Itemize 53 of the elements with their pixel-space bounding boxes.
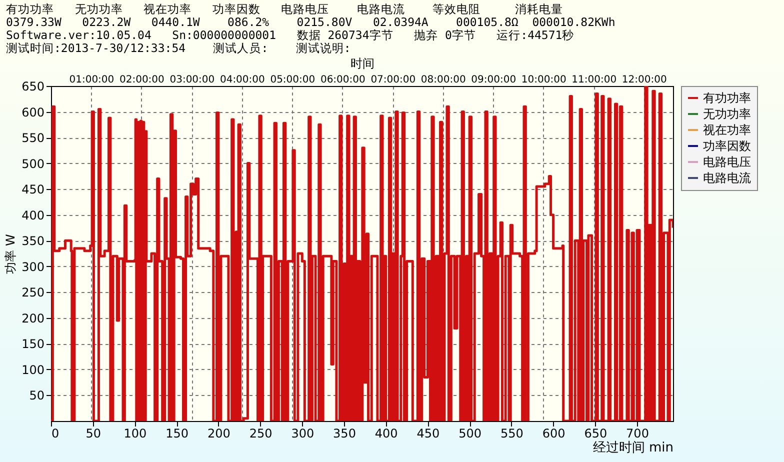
y-tick-label: 50 bbox=[29, 388, 44, 403]
x-tick-label: 600 bbox=[542, 426, 566, 440]
x-tick-label: 300 bbox=[291, 426, 314, 440]
x2-tick-label: 06:00:00 bbox=[320, 74, 366, 86]
x2-tick-label: 01:00:00 bbox=[69, 74, 114, 86]
x-tick-label: 500 bbox=[458, 426, 482, 440]
x2-tick-label: 08:00:00 bbox=[420, 74, 466, 86]
y-tick-label: 450 bbox=[22, 182, 44, 197]
x-tick-label: 150 bbox=[166, 426, 189, 440]
x-tick-label: 350 bbox=[333, 426, 356, 440]
legend-label: 有功功率 bbox=[703, 91, 751, 105]
legend-label: 视在功率 bbox=[703, 123, 751, 137]
x2-tick-label: 10:00:00 bbox=[521, 74, 566, 86]
y-tick-label: 500 bbox=[22, 156, 44, 171]
x-tick-label: 0 bbox=[52, 426, 60, 440]
legend-label: 电路电压 bbox=[703, 155, 751, 169]
x2-tick-label: 02:00:00 bbox=[119, 74, 164, 86]
x-tick-label: 100 bbox=[124, 426, 147, 440]
x2-tick-label: 09:00:00 bbox=[471, 74, 516, 86]
y-tick-label: 200 bbox=[22, 311, 44, 326]
y-tick-label: 550 bbox=[22, 131, 44, 146]
x-tick-label: 550 bbox=[500, 426, 524, 440]
x-tick-label: 400 bbox=[374, 426, 398, 440]
x2-tick-label: 11:00:00 bbox=[572, 74, 617, 86]
y-tick-label: 100 bbox=[22, 362, 44, 377]
x-axis-title: 经过时间 min bbox=[592, 440, 674, 456]
x2-tick-label: 04:00:00 bbox=[220, 74, 265, 86]
text: 0379.33W 0223.2W 0440.1W 086.2% 0215.80V 02.0394A 000105.8Ω 000010.82KWh bbox=[6, 15, 616, 29]
text: Software.ver:10.05.04 Sn:000000000001 数据 260734字节 抛弃 0字节 运行:44571秒 bbox=[6, 28, 576, 42]
y-tick-label: 650 bbox=[22, 80, 44, 94]
y-tick-label: 600 bbox=[22, 105, 44, 120]
y-tick-label: 400 bbox=[22, 208, 44, 222]
y-tick-label: 350 bbox=[22, 234, 44, 248]
x2-tick-label: 07:00:00 bbox=[370, 74, 416, 86]
y-tick-label: 150 bbox=[22, 337, 44, 352]
x-tick-label: 450 bbox=[416, 426, 440, 440]
x2-tick-label: 12:00:00 bbox=[622, 74, 667, 86]
text: 有功功率 无功功率 视在功率 功率因数 电路电压 电路电流 等效电阻 消耗电量 bbox=[6, 2, 564, 16]
x-tick-label: 50 bbox=[86, 426, 101, 440]
x2-tick-label: 05:00:00 bbox=[270, 74, 316, 86]
y-tick-label: 300 bbox=[22, 260, 44, 274]
x-tick-label: 700 bbox=[626, 426, 649, 440]
y-tick-label: 250 bbox=[22, 286, 44, 300]
legend-label: 功率因数 bbox=[703, 139, 751, 153]
legend-label: 无功功率 bbox=[703, 107, 751, 121]
legend-label: 电路电流 bbox=[703, 171, 751, 185]
y-axis-title: 功率 W bbox=[4, 234, 18, 274]
x2-tick-label: 03:00:00 bbox=[170, 74, 215, 86]
x2-axis-title: 时间 bbox=[350, 56, 374, 70]
x-tick-label: 250 bbox=[249, 426, 272, 440]
text: 测试时间:2013-7-30/12:33:54 测试人员: 测试说明: bbox=[6, 41, 352, 55]
x-tick-label: 200 bbox=[207, 426, 230, 440]
x-tick-label: 650 bbox=[584, 426, 608, 440]
